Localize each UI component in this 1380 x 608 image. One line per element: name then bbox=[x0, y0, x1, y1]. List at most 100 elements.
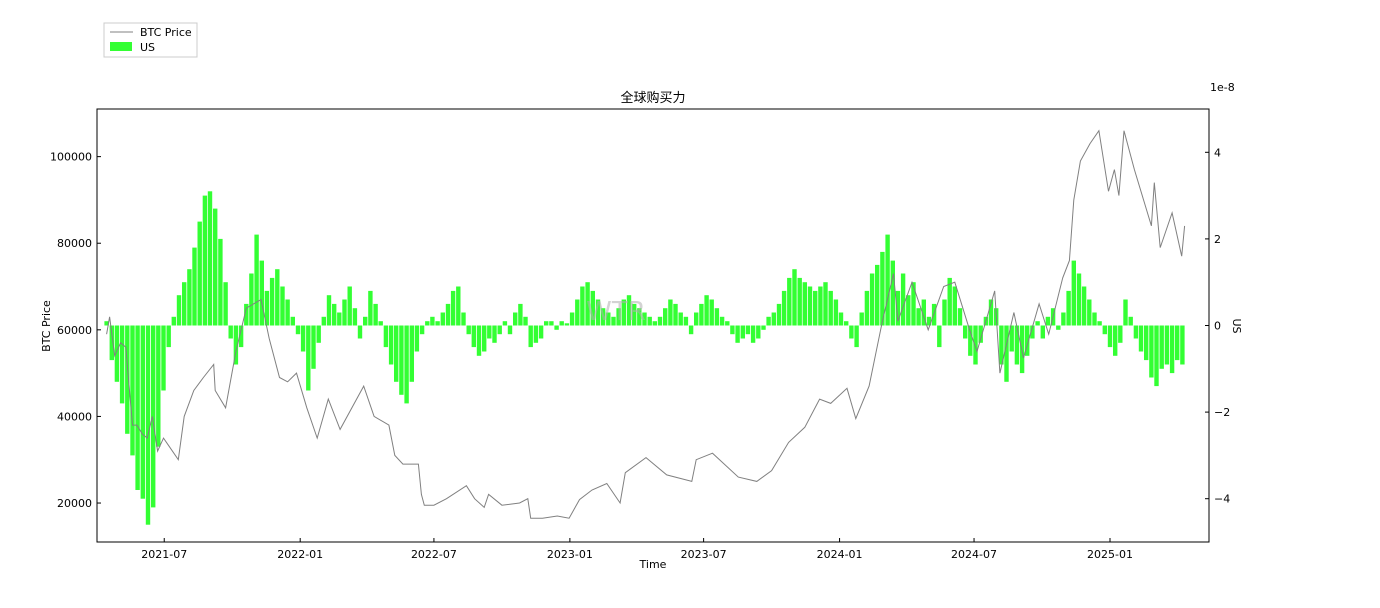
us-bar bbox=[735, 325, 740, 343]
us-bar bbox=[238, 325, 244, 348]
us-bar bbox=[911, 282, 916, 326]
us-bar bbox=[823, 282, 828, 326]
us-bar bbox=[637, 308, 642, 326]
us-bar bbox=[1004, 325, 1009, 382]
us-bar bbox=[140, 325, 145, 499]
us-bar bbox=[1133, 325, 1139, 339]
us-bar bbox=[616, 308, 621, 326]
us-bar bbox=[114, 325, 120, 382]
us-bar bbox=[528, 325, 533, 348]
y-right-tick-label: 0 bbox=[1214, 320, 1221, 333]
us-bar bbox=[300, 325, 306, 352]
us-bar bbox=[792, 269, 797, 326]
us-bar bbox=[269, 277, 275, 326]
us-bar bbox=[461, 312, 466, 326]
legend-swatch-us bbox=[110, 42, 132, 51]
legend-label-us: US bbox=[140, 41, 155, 54]
us-bar bbox=[218, 238, 223, 326]
us-bar bbox=[119, 325, 125, 404]
us-bar bbox=[347, 286, 352, 326]
us-bar bbox=[254, 234, 259, 326]
legend-label-btc-price: BTC Price bbox=[140, 26, 192, 39]
us-bar bbox=[249, 273, 254, 326]
us-bar bbox=[352, 308, 358, 326]
us-bar bbox=[1030, 325, 1035, 339]
us-bar bbox=[197, 221, 202, 326]
us-bar bbox=[264, 290, 270, 326]
us-bar bbox=[1014, 325, 1020, 365]
us-bar bbox=[844, 321, 849, 326]
y-right-tick-label: −2 bbox=[1214, 406, 1230, 419]
us-bar bbox=[378, 321, 383, 326]
us-bar bbox=[430, 316, 435, 326]
us-bar bbox=[1144, 325, 1149, 361]
us-bar bbox=[569, 312, 575, 326]
us-bar bbox=[419, 325, 425, 335]
y-axis-left: 20000 40000 60000 80000 100000 bbox=[50, 151, 101, 510]
us-bar bbox=[688, 325, 694, 335]
us-bar bbox=[838, 312, 844, 326]
y-right-tick-label: 2 bbox=[1214, 233, 1221, 246]
us-bar bbox=[1066, 290, 1071, 326]
us-bar bbox=[1071, 260, 1076, 326]
us-bar bbox=[306, 325, 311, 391]
us-bar bbox=[611, 316, 616, 326]
us-bar bbox=[973, 325, 978, 365]
us-bar bbox=[869, 273, 875, 326]
us-bar bbox=[714, 308, 720, 326]
us-bar bbox=[450, 290, 456, 326]
us-bar bbox=[590, 290, 595, 326]
us-bar bbox=[1056, 325, 1061, 330]
us-bar bbox=[626, 295, 632, 326]
us-bar bbox=[1164, 325, 1170, 365]
us-bar bbox=[875, 264, 880, 326]
us-bar bbox=[332, 303, 337, 326]
us-bar bbox=[745, 325, 751, 335]
x-tick-label: 2024-01 bbox=[817, 548, 863, 561]
us-bar bbox=[771, 312, 776, 326]
us-bar bbox=[368, 290, 373, 326]
us-bar bbox=[740, 325, 745, 339]
us-bar bbox=[657, 316, 663, 326]
us-bar bbox=[440, 312, 445, 326]
us-bar bbox=[564, 323, 570, 326]
y-left-tick-label: 100000 bbox=[50, 151, 92, 164]
x-tick-label: 2021-07 bbox=[141, 548, 187, 561]
us-bar bbox=[559, 321, 564, 326]
us-bar bbox=[456, 286, 461, 326]
right-axis-multiplier: 1e-8 bbox=[1210, 81, 1235, 94]
us-bar bbox=[828, 290, 833, 326]
us-bar bbox=[952, 286, 957, 326]
us-bar bbox=[487, 325, 492, 339]
us-bar bbox=[585, 282, 590, 326]
us-bar bbox=[761, 325, 766, 330]
us-bar bbox=[275, 269, 280, 326]
us-bar bbox=[647, 316, 652, 326]
us-bar bbox=[642, 312, 647, 326]
us-bar bbox=[1118, 325, 1123, 343]
us-bar bbox=[807, 286, 813, 326]
us-bar bbox=[492, 325, 497, 343]
us-bar bbox=[1097, 321, 1102, 326]
us-bar bbox=[621, 299, 626, 326]
us-bar bbox=[316, 325, 321, 343]
x-tick-label: 2023-07 bbox=[681, 548, 727, 561]
us-bar bbox=[1087, 299, 1092, 326]
us-bar bbox=[1180, 325, 1185, 365]
us-bar bbox=[213, 208, 218, 326]
x-tick-label: 2022-01 bbox=[277, 548, 323, 561]
us-bar bbox=[435, 321, 440, 326]
us-bar bbox=[373, 303, 378, 326]
x-axis: 2021-07 2022-01 2022-07 2023-01 2023-07 2024-… bbox=[141, 538, 1133, 561]
us-bar bbox=[130, 325, 135, 456]
us-bar bbox=[1092, 312, 1097, 326]
us-bar bbox=[399, 325, 404, 395]
x-tick-label: 2024-07 bbox=[951, 548, 997, 561]
us-bar bbox=[1175, 325, 1180, 361]
us-bar bbox=[1169, 325, 1175, 374]
us-bar bbox=[668, 299, 673, 326]
us-bar bbox=[311, 325, 316, 369]
us-bar bbox=[730, 325, 735, 335]
us-bar bbox=[1045, 316, 1051, 326]
